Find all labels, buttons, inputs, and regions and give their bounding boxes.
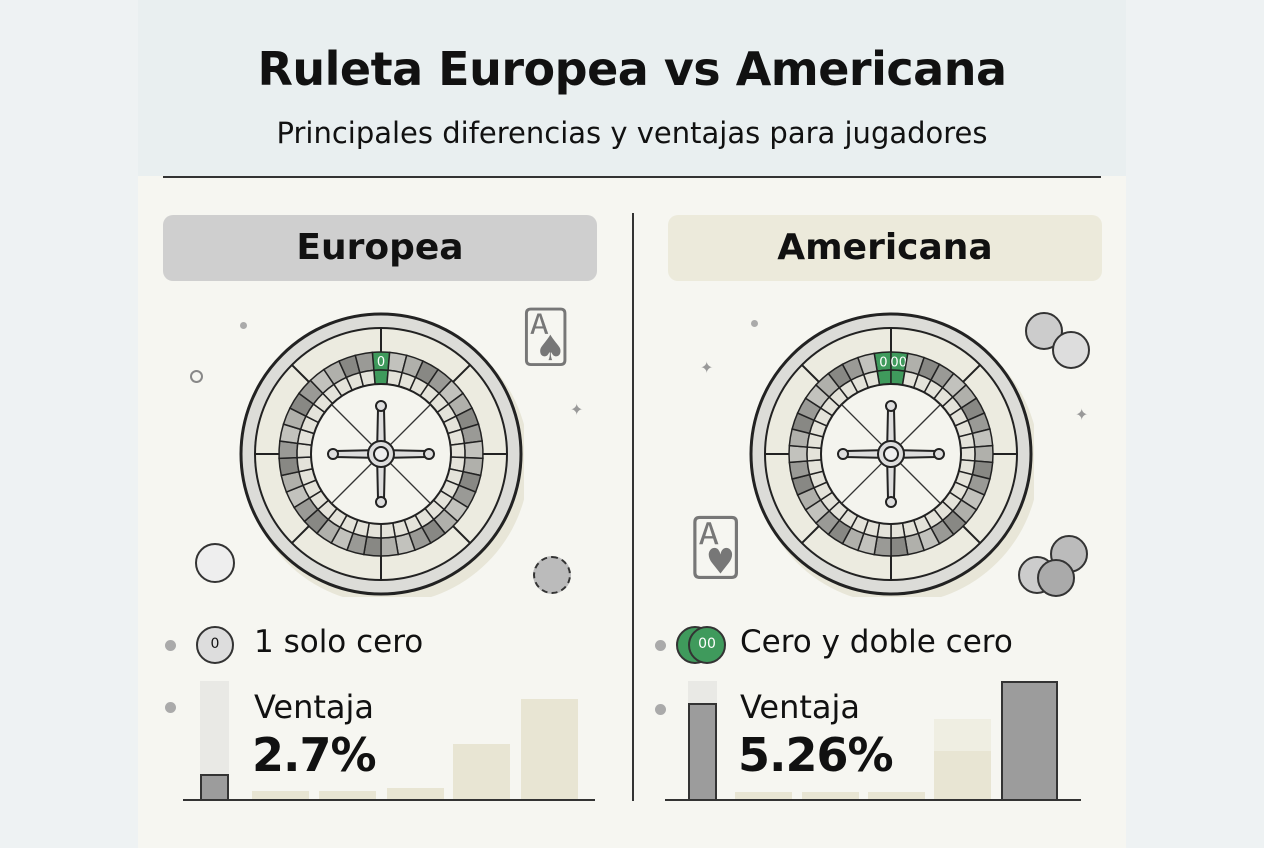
advantage-bar-inner: [934, 750, 991, 799]
column-divider: [632, 213, 634, 801]
wheel-pocket: [380, 535, 400, 557]
ring-icon: [190, 370, 203, 383]
casino-chip-icon: [195, 543, 235, 583]
sparkle-icon: ✦: [1075, 405, 1089, 424]
advantage-bar: [319, 790, 376, 799]
wheel-pocket: [788, 444, 809, 464]
page-subtitle: Principales diferencias y ventajas para …: [276, 116, 988, 150]
american-feature: Cero y doble cero: [740, 624, 1013, 660]
advantage-bar: [252, 790, 309, 799]
american-heading: Americana: [668, 215, 1102, 281]
american-advantage-label: Ventaja: [740, 688, 861, 726]
advantage-bar: [735, 791, 792, 799]
page-title: Ruleta Europea vs Americana: [257, 42, 1007, 96]
advantage-bar: [521, 698, 578, 799]
european-feature: 1 solo cero: [254, 624, 424, 660]
bullet-dot: [655, 640, 666, 651]
european-advantage-label: Ventaja: [254, 688, 375, 726]
wheel-pocket: [449, 442, 466, 459]
bullet-dot: [165, 640, 176, 651]
european-heading: Europea: [163, 215, 597, 281]
american-bar-baseline: [665, 799, 1081, 801]
double-zero-chip-icon: 00: [688, 626, 726, 664]
sparkle-icon: ✦: [700, 358, 714, 377]
american-advantage-value: 5.26%: [738, 728, 894, 782]
wheel-pocket: [373, 369, 389, 386]
advantage-bar: [688, 703, 717, 799]
wheel-pocket: [973, 444, 994, 464]
wheel-pocket: [278, 456, 300, 477]
bullet-dot: [655, 704, 666, 715]
advantage-bar: [387, 788, 444, 799]
header-divider: [163, 176, 1101, 178]
zero-chip-icon: 0: [196, 626, 234, 664]
wheel-pocket: [380, 522, 397, 539]
european-bar-baseline: [183, 799, 595, 801]
advantage-bar: [200, 774, 229, 799]
playing-cards-icon: 🂡: [520, 308, 572, 366]
advantage-bar: [868, 791, 925, 799]
sparkle-icon: ✦: [570, 400, 584, 419]
advantage-bar: [453, 743, 510, 799]
advantage-bar: [1001, 681, 1058, 799]
wheel-pocket: [890, 535, 909, 557]
zero-pocket-label: 00: [890, 355, 907, 370]
european-advantage-value: 2.7%: [252, 728, 377, 782]
decor-dot: [240, 322, 247, 329]
card-and-dice-icon: 🂱: [688, 516, 744, 579]
wheel-pocket: [806, 446, 823, 462]
decor-dot: [751, 320, 758, 327]
wheel-pocket: [959, 446, 976, 462]
header: [138, 0, 1126, 176]
zero-pocket-label: 0: [377, 355, 385, 370]
bullet-dot: [165, 702, 176, 713]
wheel-pocket: [890, 522, 906, 539]
zero-pocket-label: 0: [879, 355, 887, 370]
casino-chip-icon: [533, 556, 571, 594]
advantage-bar: [802, 791, 859, 799]
casino-chip-icon: [1037, 559, 1075, 597]
wheel-pocket: [463, 440, 484, 460]
european-roulette-wheel: 0: [239, 312, 524, 597]
casino-chip-icon: [1052, 331, 1090, 369]
american-roulette-wheel: 0 00: [749, 312, 1034, 597]
